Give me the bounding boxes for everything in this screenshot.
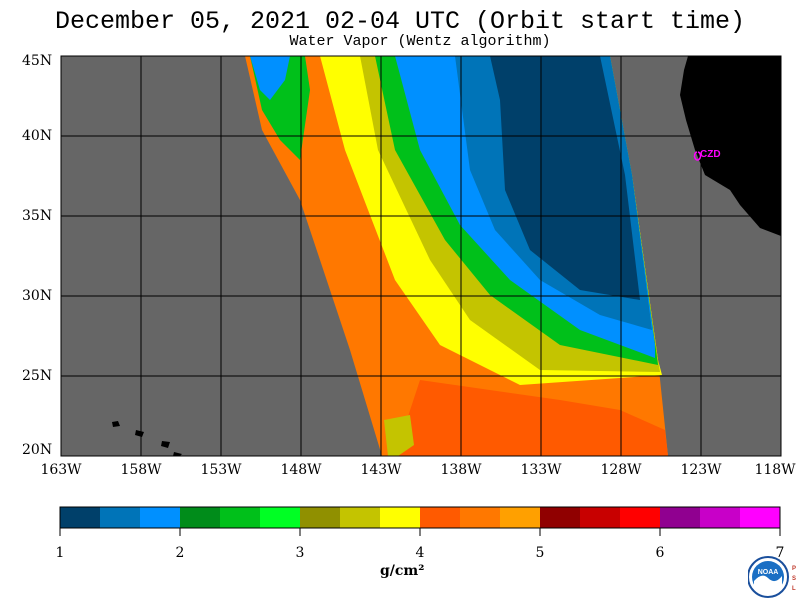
lat-label: 30N: [22, 288, 53, 304]
colorbar-cell: [260, 507, 301, 528]
colorbar-cell: [180, 507, 221, 528]
colorbar-cell: [660, 507, 701, 528]
swath-south-patch: [384, 415, 414, 456]
colorbar-cell: [620, 507, 661, 528]
map-frame: [60, 55, 782, 457]
colorbar-cell: [60, 507, 101, 528]
map-subtitle: Water Vapor (Wentz algorithm): [289, 33, 551, 50]
lon-label: 123W: [680, 462, 722, 478]
colorbar-cell: [420, 507, 461, 528]
lat-label: 45N: [22, 53, 53, 69]
colorbar-ticks: [59, 528, 781, 536]
colorbar-cell: [580, 507, 621, 528]
lat-label: 40N: [22, 128, 53, 144]
colorbar-cell: [220, 507, 261, 528]
lat-label: 20N: [22, 442, 53, 458]
station-label: CZD: [700, 149, 721, 160]
colorbar-cell: [700, 507, 741, 528]
svg-text:NOAA: NOAA: [758, 569, 779, 576]
noaa-logo: NOAA P S L: [748, 556, 796, 598]
swath-dark-blue-core: [490, 56, 640, 300]
swath-south-orange: [395, 380, 668, 456]
grid-lines: [61, 56, 781, 456]
island: [135, 430, 144, 437]
colorbar-units: g/cm²: [380, 563, 425, 579]
colorbar-cell: [380, 507, 421, 528]
colorbar-tick-label: 3: [295, 545, 305, 561]
lon-label: 143W: [360, 462, 402, 478]
lon-label: 128W: [600, 462, 642, 478]
colorbar-tick-label: 4: [415, 545, 425, 561]
colorbar-cell: [300, 507, 341, 528]
svg-text:L: L: [792, 586, 796, 592]
colorbar-tick-label: 1: [55, 545, 65, 561]
colorbar-tick-label: 7: [775, 545, 785, 561]
colorbar-cell: [500, 507, 541, 528]
lon-label: 133W: [520, 462, 562, 478]
colorbar-tick-label: 5: [535, 545, 545, 561]
colorbar-cell: [460, 507, 501, 528]
colorbar-cell: [340, 507, 381, 528]
land-mass: [680, 56, 781, 236]
colorbar-tick-label: 2: [175, 545, 185, 561]
colorbar: [60, 507, 781, 528]
colorbar-cell: [100, 507, 141, 528]
lon-label: 118W: [754, 462, 796, 478]
lat-label: 35N: [22, 208, 53, 224]
lon-label: 148W: [280, 462, 322, 478]
colorbar-cell: [140, 507, 181, 528]
swath-west-blue: [250, 56, 290, 100]
svg-text:S: S: [792, 576, 796, 582]
svg-text:P: P: [792, 566, 796, 572]
colorbar-cell: [740, 507, 781, 528]
lon-label: 138W: [440, 462, 482, 478]
lat-label: 25N: [22, 368, 53, 384]
island: [173, 452, 182, 456]
station-marker-icon: [693, 151, 702, 161]
island: [161, 441, 170, 448]
island: [112, 421, 120, 427]
lon-label: 153W: [200, 462, 242, 478]
lon-label: 163W: [40, 462, 82, 478]
page-title: December 05, 2021 02-04 UTC (Orbit start…: [54, 7, 746, 36]
lon-label: 158W: [120, 462, 162, 478]
colorbar-cell: [540, 507, 581, 528]
colorbar-tick-label: 6: [655, 545, 665, 561]
